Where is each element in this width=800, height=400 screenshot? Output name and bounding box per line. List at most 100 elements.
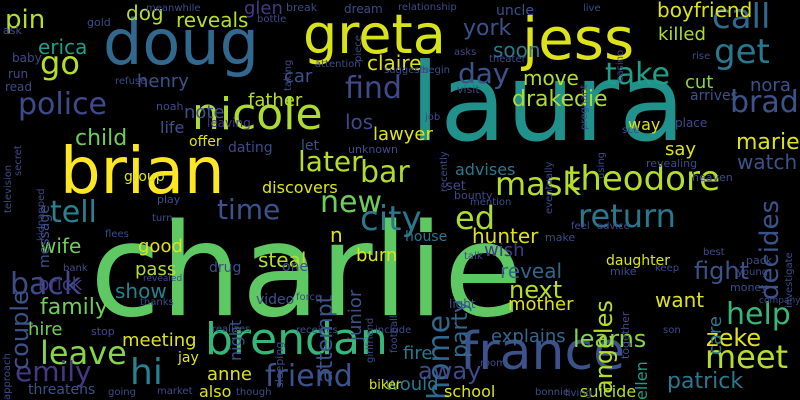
cloud-word-anne: anne — [207, 364, 252, 385]
cloud-word-rise: rise — [692, 51, 711, 62]
cloud-word-group: group — [124, 169, 165, 185]
cloud-word-henry: henry — [137, 71, 189, 92]
cloud-word-note: note — [184, 102, 225, 123]
cloud-word-though: though — [236, 387, 272, 398]
cloud-word-later: later — [298, 145, 363, 178]
cloud-word-learns: learns — [573, 325, 647, 353]
cloud-word-receives: receives — [296, 325, 338, 336]
cloud-word-junior: junior — [345, 289, 366, 341]
cloud-word-video: video — [256, 292, 295, 308]
cloud-word-explains: explains — [491, 326, 566, 347]
cloud-word-zeke: zeke — [706, 324, 762, 352]
cloud-word-thanks: thanks — [140, 297, 174, 308]
cloud-word-suicide: suicide — [580, 382, 637, 400]
cloud-word-ellen: ellen — [632, 361, 651, 400]
cloud-word-kidnapped: kidnapped — [36, 188, 47, 241]
cloud-word-let: let — [301, 138, 319, 154]
cloud-word-revealed: revealed — [143, 274, 183, 284]
cloud-word-suggests: suggests — [384, 65, 429, 76]
cloud-word-gold: gold — [87, 16, 111, 29]
cloud-word-friend: friend — [265, 359, 353, 394]
cloud-word-watch: watch — [737, 150, 798, 174]
cloud-word-make: make — [545, 231, 576, 244]
cloud-word-say: say — [665, 139, 697, 160]
cloud-word-relationship: relationship — [398, 2, 457, 13]
cloud-word-reveals: reveals — [176, 8, 249, 32]
cloud-word-killed: killed — [658, 24, 706, 45]
cloud-word-offer: offer — [189, 134, 222, 150]
cloud-word-marie: marie — [736, 130, 800, 155]
cloud-word-mask: mask — [495, 165, 581, 203]
cloud-word-patrick: patrick — [667, 369, 744, 394]
cloud-word-uncle: uncle — [496, 3, 534, 19]
cloud-word-dog: dog — [126, 1, 164, 25]
cloud-word-greta: greta — [303, 3, 446, 66]
cloud-word-daughter: daughter — [606, 253, 670, 269]
cloud-word-leave: leave — [40, 334, 127, 372]
cloud-word-using: using — [596, 151, 607, 179]
cloud-word-next: next — [509, 276, 563, 304]
cloud-word-leaving: leaving — [207, 116, 251, 130]
cloud-word-police: police — [18, 87, 108, 122]
cloud-word-bounty: bounty — [454, 189, 493, 202]
cloud-word-hi: hi — [130, 352, 163, 393]
cloud-word-brick: brick — [38, 274, 83, 295]
cloud-word-pin: pin — [5, 5, 46, 35]
cloud-word-include: include — [375, 325, 412, 336]
cloud-word-revealing: revealing — [646, 157, 698, 170]
cloud-word-mike: mike — [610, 265, 637, 278]
cloud-word-back: back — [10, 267, 82, 302]
cloud-word-doug: doug — [103, 6, 259, 79]
cloud-word-turn: turn — [152, 213, 173, 224]
cloud-word-would: would — [385, 374, 439, 395]
cloud-word-n: n — [330, 223, 343, 247]
cloud-word-piece: piece — [353, 35, 364, 62]
cloud-word-keep: keep — [655, 263, 680, 274]
cloud-word-new: new — [320, 185, 383, 220]
cloud-word-best: best — [703, 247, 725, 258]
cloud-word-hunter: hunter — [472, 224, 539, 248]
cloud-word-discovers: discovers — [262, 178, 338, 197]
cloud-word-show: show — [115, 279, 167, 303]
cloud-word-day: day — [458, 57, 510, 90]
cloud-word-return: return — [578, 197, 676, 235]
cloud-word-casino: casino — [615, 49, 626, 82]
cloud-word-tell: tell — [50, 195, 97, 230]
cloud-word-threatens: threatens — [28, 382, 96, 398]
cloud-word-nicole: nicole — [192, 89, 323, 140]
cloud-word-laura: laura — [410, 41, 686, 166]
cloud-word-brad: brad — [730, 85, 799, 120]
cloud-word-baby: baby — [12, 51, 42, 65]
cloud-word-want: want — [655, 288, 705, 312]
cloud-word-go: go — [40, 44, 80, 82]
cloud-word-sleeping: sleeping — [273, 341, 286, 388]
cloud-word-wife: wife — [40, 234, 82, 258]
cloud-word-pregnant: pregnant — [579, 84, 590, 130]
cloud-word-los: los — [345, 110, 374, 134]
cloud-word-call: call — [712, 0, 771, 37]
cloud-word-dream: dream — [344, 2, 383, 16]
cloud-word-one: one — [282, 259, 309, 275]
cloud-word-car: car — [284, 66, 313, 87]
cloud-word-bar: bar — [360, 155, 410, 190]
cloud-word-heaven: heaven — [692, 171, 733, 184]
cloud-word-market: market — [157, 386, 193, 397]
cloud-word-way: way — [628, 115, 661, 134]
cloud-word-live: live — [583, 3, 601, 14]
cloud-word-soon: soon — [493, 38, 541, 62]
cloud-word-fight: fight — [694, 257, 749, 285]
cloud-word-taking: taking — [283, 59, 294, 91]
cloud-word-also: also — [199, 382, 232, 400]
cloud-word-city: city — [360, 199, 422, 239]
cloud-word-get: get — [714, 32, 770, 72]
cloud-word-force: force — [296, 292, 322, 303]
cloud-word-theater: theater — [489, 54, 526, 65]
cloud-word-charlie: charlie — [90, 197, 523, 346]
cloud-word-place: place — [675, 116, 708, 130]
cloud-word-meanwhile: meanwhile — [146, 3, 201, 14]
cloud-word-drakedie: drakedie — [512, 87, 608, 112]
cloud-word-jay: jay — [178, 350, 199, 366]
cloud-word-boyfriend: boyfriend — [657, 0, 753, 22]
cloud-word-school: school — [444, 382, 496, 400]
